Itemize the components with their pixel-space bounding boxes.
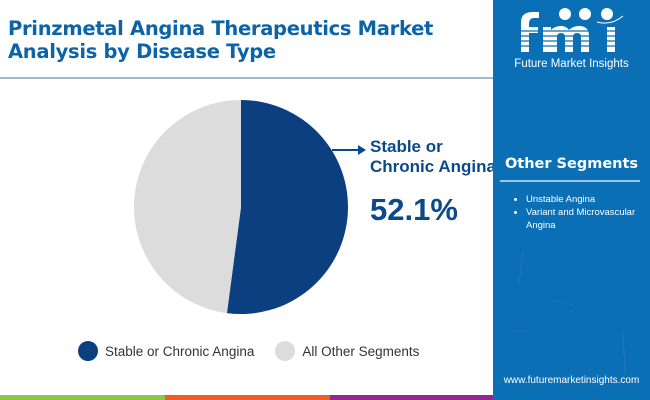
footer-bar-orange bbox=[165, 395, 330, 400]
legend-item-other: All Other Segments bbox=[275, 341, 419, 361]
logo-text: Future Market Insights bbox=[514, 58, 629, 70]
title-divider bbox=[0, 77, 493, 79]
pie-slice-stable-chronic-angina bbox=[226, 100, 349, 315]
legend-label-other: All Other Segments bbox=[302, 343, 420, 359]
title-line-1: Prinzmetal Angina Therapeutics Market bbox=[8, 17, 434, 40]
segments-divider bbox=[500, 180, 640, 182]
fmi-logo bbox=[513, 8, 624, 52]
legend-item-stable: Stable or Chronic Angina bbox=[78, 341, 254, 361]
globe-icon-3 bbox=[601, 8, 613, 20]
callout-arrow bbox=[332, 145, 366, 155]
chart-title: Prinzmetal Angina Therapeutics Market An… bbox=[8, 17, 488, 63]
callout-label-line-1: Stable or bbox=[370, 137, 443, 156]
footer-bar-green bbox=[0, 395, 165, 400]
callout-label: Stable or Chronic Angina bbox=[370, 137, 496, 177]
pie-chart bbox=[134, 100, 366, 315]
globe-icon-1 bbox=[559, 8, 571, 20]
sidebar: Future Market Insights Other Segments Un… bbox=[493, 0, 650, 400]
other-segments-list: Unstable Angina Variant and Microvascula… bbox=[511, 193, 646, 232]
footer-bar-purple bbox=[330, 395, 493, 400]
callout-label-line-2: Chronic Angina bbox=[370, 157, 496, 176]
segment-item: Unstable Angina bbox=[511, 193, 646, 206]
website-link[interactable]: www.futuremarketinsights.com bbox=[503, 375, 640, 386]
legend-swatch-stable bbox=[78, 341, 98, 361]
callout-value: 52.1% bbox=[370, 192, 458, 227]
legend-label-stable: Stable or Chronic Angina bbox=[105, 343, 255, 359]
segment-item: Variant and Microvascular Angina bbox=[511, 206, 646, 232]
legend: Stable or Chronic Angina All Other Segme… bbox=[78, 341, 440, 361]
sidebar-texture bbox=[512, 249, 626, 376]
other-segments-title: Other Segments bbox=[504, 156, 639, 172]
legend-swatch-other bbox=[275, 341, 296, 361]
pie-slice-all-other-segments bbox=[134, 100, 241, 314]
title-line-2: Analysis by Disease Type bbox=[8, 40, 276, 63]
globe-icon-2 bbox=[579, 8, 591, 20]
